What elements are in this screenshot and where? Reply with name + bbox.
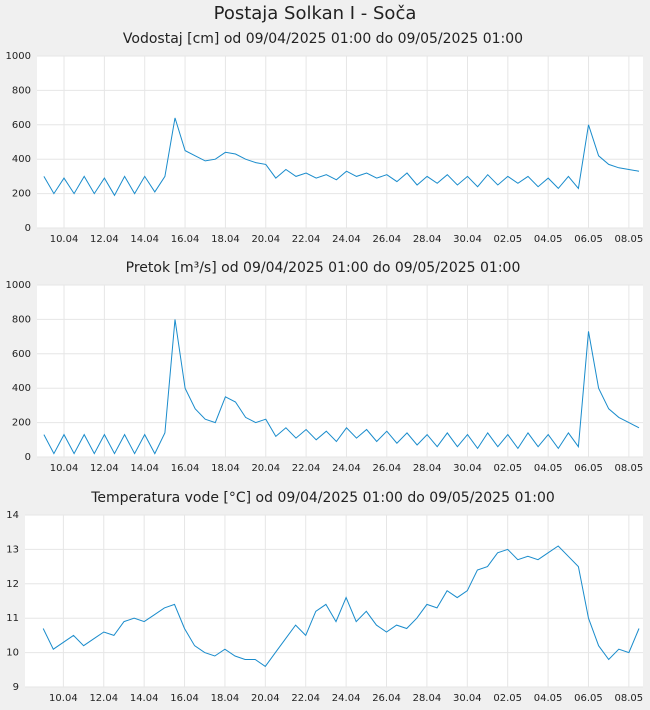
x-tick-label: 12.04 [90,463,119,474]
data-line [43,319,640,455]
x-tick-label: 22.04 [292,234,321,245]
y-tick-label: 800 [12,314,31,325]
plot-area [37,285,643,457]
x-tick-label: 08.05 [615,234,644,245]
x-tick-label: 06.05 [574,463,603,474]
plot-area [37,56,643,228]
y-tick-label: 13 [6,544,19,555]
x-tick-label: 10.04 [49,693,78,704]
data-line [43,117,640,197]
x-tick-label: 06.05 [574,693,603,704]
y-tick-label: 200 [12,418,31,429]
y-tick-label: 14 [6,510,19,521]
x-tick-label: 18.04 [211,693,240,704]
page-title: Postaja Solkan I - Soča [214,3,417,24]
x-tick-label: 08.05 [615,693,644,704]
y-tick-label: 1000 [6,51,31,62]
x-tick-label: 30.04 [453,693,482,704]
x-tick-label: 16.04 [171,463,200,474]
x-tick-label: 24.04 [332,463,361,474]
x-tick-label: 24.04 [332,693,361,704]
y-tick-label: 10 [6,648,19,659]
x-tick-label: 14.04 [130,234,159,245]
chart-title: Pretok [m³/s] od 09/04/2025 01:00 do 09/… [126,260,521,276]
chart-title: Vodostaj [cm] od 09/04/2025 01:00 do 09/… [123,31,523,47]
x-tick-label: 20.04 [251,463,280,474]
x-tick-label: 06.05 [574,234,603,245]
y-tick-label: 0 [25,452,31,463]
x-tick-label: 10.04 [50,463,79,474]
chart-title: Temperatura vode [°C] od 09/04/2025 01:0… [90,490,555,506]
y-tick-label: 600 [12,349,31,360]
x-tick-label: 14.04 [130,463,159,474]
y-tick-label: 11 [6,613,19,624]
y-tick-label: 800 [12,85,31,96]
y-tick-label: 9 [13,682,19,693]
x-tick-label: 02.05 [493,693,522,704]
y-tick-label: 1000 [6,280,31,291]
x-tick-label: 02.05 [494,234,523,245]
x-tick-label: 20.04 [251,234,280,245]
plot-area [25,515,643,687]
x-tick-label: 24.04 [332,234,361,245]
x-tick-label: 26.04 [372,463,401,474]
y-tick-label: 0 [25,223,31,234]
y-tick-label: 400 [12,383,31,394]
x-tick-label: 28.04 [413,463,442,474]
y-tick-label: 600 [12,120,31,131]
x-tick-label: 04.05 [534,234,563,245]
x-tick-label: 26.04 [372,234,401,245]
x-tick-label: 02.05 [494,463,523,474]
x-tick-label: 12.04 [89,693,118,704]
x-tick-label: 16.04 [171,234,200,245]
x-tick-label: 08.05 [615,463,644,474]
x-tick-label: 28.04 [413,693,442,704]
x-tick-label: 04.05 [534,463,563,474]
x-tick-label: 30.04 [453,463,482,474]
x-tick-label: 10.04 [50,234,79,245]
x-tick-label: 16.04 [170,693,199,704]
x-tick-label: 22.04 [292,463,321,474]
x-tick-label: 18.04 [211,463,240,474]
x-tick-label: 20.04 [251,693,280,704]
y-tick-label: 12 [6,579,19,590]
y-tick-label: 400 [12,154,31,165]
x-tick-label: 18.04 [211,234,240,245]
x-tick-label: 14.04 [130,693,159,704]
x-tick-label: 26.04 [372,693,401,704]
x-tick-label: 22.04 [291,693,320,704]
data-line [42,545,640,668]
y-tick-label: 200 [12,189,31,200]
x-tick-label: 30.04 [453,234,482,245]
x-tick-label: 12.04 [90,234,119,245]
x-tick-label: 28.04 [413,234,442,245]
x-tick-label: 04.05 [534,693,563,704]
